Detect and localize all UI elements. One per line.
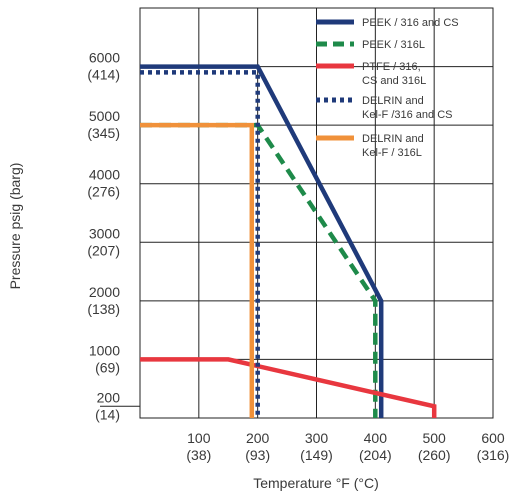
series-line-3 xyxy=(140,357,437,418)
y-tick-label: 3000 xyxy=(89,225,120,241)
y-axis-title: Pressure psig (barg) xyxy=(7,163,23,290)
legend-label: DELRIN and xyxy=(362,133,424,145)
series-line-5 xyxy=(140,122,255,418)
x-tick-sublabel: (316) xyxy=(477,447,510,463)
x-tick-sublabel: (38) xyxy=(186,447,211,463)
y-tick-sublabel: (345) xyxy=(87,125,120,141)
x-tick-label: 400 xyxy=(364,430,388,446)
x-tick-label: 100 xyxy=(187,430,211,446)
y-tick-label: 4000 xyxy=(89,167,120,183)
x-tick-label: 500 xyxy=(422,430,446,446)
legend-label: PEEK / 316 and CS xyxy=(362,17,459,29)
x-tick-label: 600 xyxy=(481,430,505,446)
y-tick-sublabel: (138) xyxy=(87,301,120,317)
legend-label: Kel-F /316 and CS xyxy=(362,109,453,121)
y-tick-sublabel: (276) xyxy=(87,184,120,200)
y-tick-label: 200 xyxy=(97,389,121,405)
y-tick-sublabel: (69) xyxy=(95,359,120,375)
grid-layer xyxy=(100,7,494,419)
legend-label: PEEK / 316L xyxy=(362,39,425,51)
y-tick-label: 2000 xyxy=(89,284,120,300)
y-tick-label: 1000 xyxy=(89,342,120,358)
x-tick-label: 300 xyxy=(305,430,329,446)
axes-layer: 100(38)200(93)300(149)400(204)500(260)60… xyxy=(87,50,509,463)
series-line-1 xyxy=(140,64,384,418)
legend-layer: PEEK / 316 and CS PEEK / 316L PTFE / 316, C… xyxy=(316,17,459,159)
y-tick-label: 6000 xyxy=(89,50,120,66)
legend-label: PTFE / 316, xyxy=(362,61,421,73)
y-tick-label: 5000 xyxy=(89,108,120,124)
x-tick-sublabel: (149) xyxy=(300,447,333,463)
legend-label: DELRIN and xyxy=(362,95,424,107)
x-tick-sublabel: (260) xyxy=(418,447,451,463)
series-layer xyxy=(140,64,437,418)
x-tick-label: 200 xyxy=(246,430,270,446)
x-axis-title: Temperature °F (°C) xyxy=(253,475,379,491)
x-tick-sublabel: (204) xyxy=(359,447,392,463)
y-tick-sublabel: (207) xyxy=(87,242,120,258)
x-tick-sublabel: (93) xyxy=(245,447,270,463)
y-tick-sublabel: (14) xyxy=(95,406,120,422)
legend-label: Kel-F / 316L xyxy=(362,147,422,159)
legend-label: CS and 316L xyxy=(362,75,426,87)
y-tick-sublabel: (414) xyxy=(87,67,120,83)
